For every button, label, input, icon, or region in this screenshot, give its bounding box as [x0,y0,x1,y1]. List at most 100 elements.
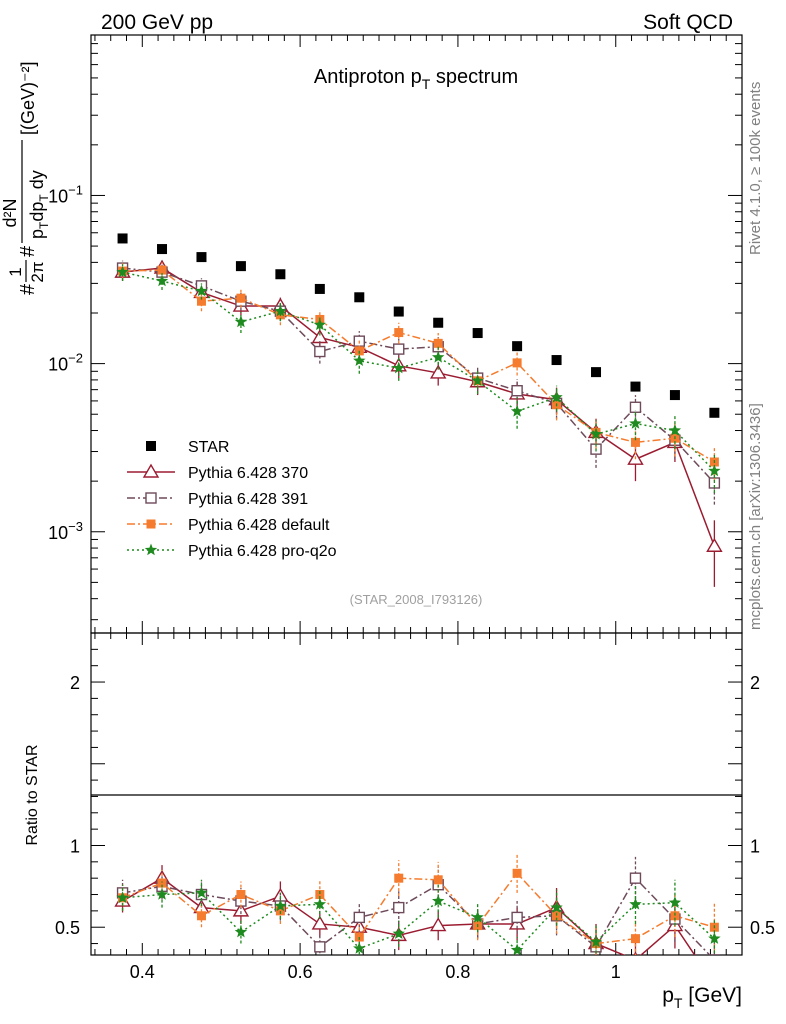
series-1-point [311,329,329,344]
series-3-point [630,437,640,447]
series-4-ratio [116,879,721,955]
series-3-ratio-line [122,872,715,945]
series-0-point [275,269,286,280]
series-3-point [196,296,206,306]
series-2-point [393,343,405,355]
series-2-point [629,401,642,413]
series-4-point [432,350,445,363]
series-0-point [669,390,680,401]
legend-entry: Pythia 6.428 370 [127,463,308,482]
series-2-ratio-point [708,954,721,955]
y-tick-label: 0.5 [55,918,80,938]
svg-text:[(GeV)⁻²]: [(GeV)⁻²] [18,61,38,135]
x-axis-label: pT [GeV] [662,984,742,1011]
header-right: Soft QCD [643,11,733,34]
main-axis-ticks: 10−1 10−2 10−3 [48,34,742,633]
series-2-point [314,345,326,358]
series-3-ratio-point [236,890,246,900]
ratio-axis-ticks: 0.4 0.6 0.8 1 0.5 0.5 1 1 2 2 [55,633,775,982]
series-4-point [155,274,169,287]
series-3-ratio-point [552,911,562,921]
side-text-source: mcplots.cern.ch [arXiv:1306.3436] [747,403,764,630]
legend-marker [146,441,156,451]
legend-entry: Pythia 6.428 391 [127,491,308,508]
series-1-ratio-point [232,902,250,917]
y-tick-label-right: 2 [750,673,760,693]
series-4-point [116,265,129,278]
series-4-point [471,374,484,387]
series-4-ratio-point [234,925,248,938]
series-3-ratio-point [394,873,404,883]
series-4-point [510,404,524,417]
ratio-plot-frame [90,632,743,956]
series-4-ratio-point [432,894,445,907]
y-tick-label-right: 0.5 [750,918,775,938]
series-0-main [117,233,720,418]
series-4-ratio-point [116,891,129,904]
series-3-ratio-point [433,875,443,885]
series-4-point [392,361,405,374]
series-4-line [122,271,715,472]
series-4-ratio-point [195,886,208,899]
series-2-ratio-point [393,901,405,914]
series-4-ratio-point [353,942,366,954]
series-3-ratio-point [670,911,680,921]
ratio-series-layer [114,853,721,955]
series-0-point [512,341,523,352]
main-series-layer [114,233,723,587]
legend-label: Pythia 6.428 default [188,517,330,534]
series-4-ratio-point [550,901,563,913]
series-3-ratio-point [512,868,522,878]
series-1-point [429,364,447,379]
series-4-ratio-point [274,899,287,912]
legend-entry: STAR [146,439,229,456]
svg-text:#: # [17,245,39,257]
series-0-point [393,306,404,317]
series-4-point [668,424,682,436]
series-2-point [511,385,523,397]
svg-text:1: 1 [6,267,25,276]
y-tick-label-right: 1 [750,836,760,856]
series-2-ratio-point [314,941,326,953]
svg-text:2π: 2π [28,261,47,282]
series-0-point [196,252,207,263]
y-tick-label: 1 [70,836,80,856]
series-1-point [706,537,723,552]
series-1-ratio-line [122,877,696,955]
series-2-ratio-point [629,872,642,884]
watermark-analysis-id: (STAR_2008_I793126) [350,592,483,607]
series-3-ratio-point [315,890,325,900]
series-0-point [551,355,562,366]
series-4-point [589,427,603,440]
series-4-ratio-point [629,897,642,910]
series-4-point [629,417,642,429]
legend-label: STAR [188,439,229,456]
legend-label: Pythia 6.428 370 [188,465,308,482]
series-3-point [236,293,246,303]
y-tick-label: 2 [70,673,80,693]
series-4-point [708,464,721,477]
y-tick-label: 10−1 [48,182,83,206]
svg-text:#: # [17,283,39,295]
series-4-ratio-point [392,927,405,939]
series-1-line [122,267,716,547]
series-3-point [433,338,443,348]
header-left: 200 GeV pp [101,11,213,34]
series-0-point [709,407,720,418]
series-3-line [122,269,715,463]
series-2-ratio-point [353,911,365,924]
x-tick-label: 1 [611,962,621,982]
legend-label: Pythia 6.428 pro-q2o [188,543,337,560]
legend-marker [145,492,157,504]
series-4-point [274,304,287,317]
main-y-axis-label: # 1 2π # d²N pTdpT dy [(GeV)⁻²] [0,61,51,295]
series-3-ratio-point [630,934,640,944]
y-tick-label: 10−3 [48,519,83,543]
series-3-ratio-point [196,911,206,921]
side-text-version: Rivet 4.1.0, ≥ 100k events [747,82,764,255]
series-3-ratio-point [275,906,285,916]
svg-text:pTdpT dy: pTdpT dy [27,170,51,239]
x-tick-label: 0.4 [130,962,155,982]
series-3-point [157,265,167,275]
